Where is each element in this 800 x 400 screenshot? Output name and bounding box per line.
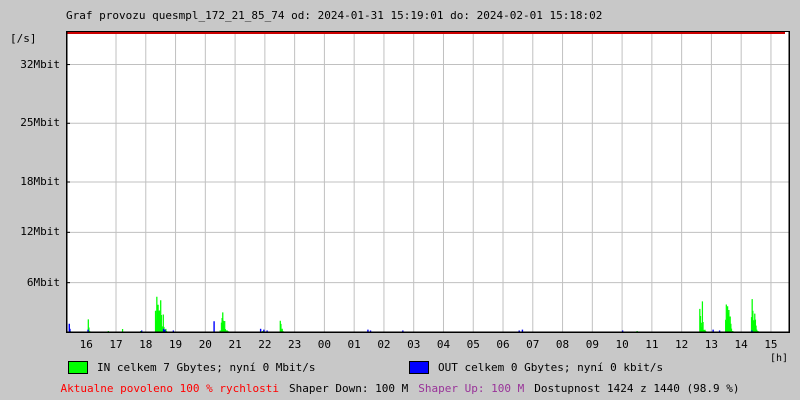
x-axis-tick-23: 15 <box>764 338 778 351</box>
x-axis-tick-12: 04 <box>436 338 451 351</box>
x-axis-tick-7: 23 <box>288 338 302 351</box>
legend-item-out: OUT celkem 0 Gbytes; nyní 0 kbit/s <box>409 359 663 375</box>
status-shaper-up: Shaper Up: 100 M <box>418 381 525 395</box>
x-axis-tick-11: 03 <box>407 338 421 351</box>
x-axis-tick-0: 16 <box>79 338 93 351</box>
x-axis-tick-10: 02 <box>377 338 391 351</box>
legend-swatch-out-icon <box>409 360 429 374</box>
legend-label-in: IN celkem 7 Gbytes; nyní 0 Mbit/s <box>97 360 316 374</box>
y-axis-tick-0: 32Mbit <box>20 57 60 71</box>
x-axis-tick-5: 21 <box>228 338 242 351</box>
plot-area <box>65 31 791 334</box>
x-axis-tick-13: 05 <box>466 338 480 351</box>
y-axis-tick-3: 12Mbit <box>20 225 60 239</box>
plot-canvas <box>65 31 791 334</box>
x-axis-tick-18: 10 <box>615 338 629 351</box>
y-axis-tick-1: 25Mbit <box>20 116 60 130</box>
legend: IN celkem 7 Gbytes; nyní 0 Mbit/s OUT ce… <box>0 359 800 375</box>
x-axis-tick-3: 19 <box>168 338 183 351</box>
x-axis-tick-8: 00 <box>317 338 332 351</box>
legend-label-out: OUT celkem 0 Gbytes; nyní 0 kbit/s <box>438 360 664 374</box>
y-axis-tick-2: 18Mbit <box>20 175 60 188</box>
x-axis-tick-17: 09 <box>585 338 599 351</box>
y-axis-tick-4: 6Mbit <box>26 275 60 289</box>
y-axis-unit-label: [/s] <box>10 32 37 45</box>
x-axis-tick-22: 14 <box>734 338 748 351</box>
status-bar: Aktualne povoleno 100 % rychlosti Shaper… <box>0 380 800 396</box>
x-axis-tick-15: 07 <box>526 338 540 351</box>
x-axis-tick-20: 12 <box>675 338 689 351</box>
status-rate-limit: Aktualne povoleno 100 % rychlosti <box>60 381 280 395</box>
x-axis-tick-14: 06 <box>496 338 510 351</box>
page-title: Graf provozu quesmpl_172_21_85_74 od: 20… <box>66 9 603 22</box>
x-axis-tick-4: 20 <box>198 338 212 351</box>
status-shaper-down: Shaper Down: 100 M <box>289 381 409 395</box>
legend-swatch-in-icon <box>68 360 88 374</box>
x-axis-tick-2: 18 <box>139 338 153 351</box>
status-availability: Dostupnost 1424 z 1440 (98.9 %) <box>534 381 740 395</box>
x-axis-tick-6: 22 <box>258 338 272 351</box>
x-axis-tick-19: 11 <box>645 338 659 351</box>
x-axis-tick-16: 08 <box>555 338 570 351</box>
x-axis-tick-21: 13 <box>704 338 719 351</box>
legend-item-in: IN celkem 7 Gbytes; nyní 0 Mbit/s <box>68 359 316 375</box>
x-axis-tick-9: 01 <box>347 338 361 351</box>
x-axis-tick-1: 17 <box>109 338 123 351</box>
x-axis-unit-label: [h] <box>770 353 789 364</box>
